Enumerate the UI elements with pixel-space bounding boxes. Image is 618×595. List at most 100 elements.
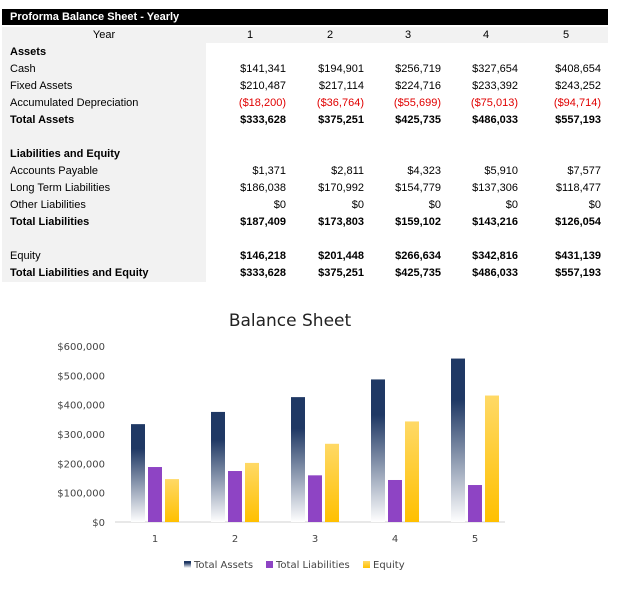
- row-label: Total Assets: [10, 114, 75, 126]
- cell-value: $557,193: [555, 267, 601, 279]
- cell-value: $154,779: [395, 182, 441, 194]
- cell-value: $0: [428, 199, 441, 211]
- label-column-background: [2, 27, 206, 282]
- table-row: Equity $146,218 $201,448 $266,634 $342,816 $4…: [2, 248, 608, 265]
- x-tick-label: 2: [232, 534, 238, 545]
- x-tick-label: 3: [312, 534, 318, 545]
- row-label: Assets: [10, 46, 47, 58]
- y-tick-label: $400,000: [57, 401, 105, 412]
- y-tick-label: $0: [92, 518, 105, 529]
- cell-value: $159,102: [395, 216, 441, 228]
- cell-value: ($36,764): [316, 97, 364, 109]
- cell-value: $186,038: [240, 182, 286, 194]
- cell-value: ($75,013): [470, 97, 518, 109]
- chart-title: Balance Sheet: [229, 311, 352, 331]
- cell-value: $233,392: [472, 80, 518, 92]
- bar-equity: [325, 443, 339, 522]
- cell-value: ($18,200): [238, 97, 286, 109]
- bar-total-liabilities: [308, 475, 322, 522]
- legend-label: Equity: [373, 560, 405, 571]
- cell-value: $256,719: [395, 63, 441, 75]
- bar-total-assets: [211, 411, 225, 522]
- row-label: Liabilities and Equity: [10, 148, 121, 160]
- bar-total-assets: [131, 424, 145, 522]
- year-header: 4: [482, 29, 490, 41]
- bar-equity: [245, 462, 259, 522]
- year-header: 5: [562, 29, 570, 41]
- cell-value: $375,251: [318, 114, 364, 126]
- table-row: Other Liabilities $0 $0 $0 $0 $0: [2, 197, 608, 214]
- cell-value: $143,216: [472, 216, 518, 228]
- cell-value: $0: [273, 199, 286, 211]
- sheet-title: Proforma Balance Sheet - Yearly: [2, 9, 608, 25]
- row-label: Other Liabilities: [10, 199, 86, 211]
- x-tick-label: 4: [392, 534, 398, 545]
- bar-total-liabilities: [228, 471, 242, 522]
- cell-value: $170,992: [318, 182, 364, 194]
- legend-swatch: [184, 561, 191, 568]
- cell-value: $187,409: [240, 216, 286, 228]
- y-tick-label: $300,000: [57, 430, 105, 441]
- cell-value: $201,448: [318, 250, 364, 262]
- cell-value: $327,654: [472, 63, 518, 75]
- table-row: [2, 231, 608, 248]
- table-row: Fixed Assets $210,487 $217,114 $224,716 $233…: [2, 78, 608, 95]
- year-header: 1: [246, 29, 254, 41]
- year-header: 2: [326, 29, 334, 41]
- bar-total-liabilities: [468, 485, 482, 522]
- cell-value: $137,306: [472, 182, 518, 194]
- cell-value: ($94,714): [553, 97, 601, 109]
- bar-equity: [485, 395, 499, 522]
- cell-value: $333,628: [240, 114, 286, 126]
- x-tick-label: 5: [472, 534, 478, 545]
- bar-total-liabilities: [388, 479, 402, 522]
- y-tick-label: $100,000: [57, 489, 105, 500]
- cell-value: $243,252: [555, 80, 601, 92]
- cell-value: $126,054: [555, 216, 601, 228]
- row-label: Total Liabilities and Equity: [10, 267, 149, 279]
- legend-label: Total Assets: [193, 560, 253, 571]
- legend-swatch: [363, 561, 370, 568]
- table-row: Assets: [2, 44, 608, 61]
- cell-value: $141,341: [240, 63, 286, 75]
- row-label: Fixed Assets: [10, 80, 73, 92]
- cell-value: $217,114: [318, 80, 364, 92]
- bar-total-assets: [371, 379, 385, 522]
- cell-value: $4,323: [407, 165, 441, 177]
- cell-value: $425,735: [395, 114, 441, 126]
- table-row: Long Term Liabilities $186,038 $170,992 $15…: [2, 180, 608, 197]
- cell-value: $1,371: [252, 165, 286, 177]
- cell-value: $266,634: [395, 250, 441, 262]
- legend-swatch: [266, 561, 273, 568]
- cell-value: $5,910: [484, 165, 518, 177]
- cell-value: $173,803: [318, 216, 364, 228]
- cell-value: $210,487: [240, 80, 286, 92]
- row-label: Accounts Payable: [10, 165, 99, 177]
- y-tick-label: $600,000: [57, 342, 105, 353]
- cell-value: $2,811: [331, 165, 364, 177]
- table-row: Accumulated Depreciation ($18,200) ($36,76…: [2, 95, 608, 112]
- table-row: Accounts Payable $1,371 $2,811 $4,323 $5,910…: [2, 163, 608, 180]
- table-row: [2, 129, 608, 146]
- row-label: Accumulated Depreciation: [10, 97, 139, 109]
- cell-value: $7,577: [567, 165, 601, 177]
- bar-equity: [405, 421, 419, 522]
- bar-equity: [165, 479, 179, 522]
- cell-value: $224,716: [395, 80, 441, 92]
- year-label: Year: [92, 29, 116, 41]
- row-label: Equity: [10, 250, 41, 262]
- cell-value: $0: [505, 199, 518, 211]
- balance-sheet-chart: Balance Sheet $0 $100,000 $200,000 $300,000…: [57, 311, 505, 571]
- cell-value: ($55,699): [393, 97, 441, 109]
- table-row: Liabilities and Equity: [2, 146, 608, 163]
- bar-total-assets: [451, 358, 465, 522]
- row-label: Long Term Liabilities: [10, 182, 111, 194]
- year-header-row: Year 1 2 3 4 5: [2, 27, 608, 44]
- cell-value: $375,251: [318, 267, 364, 279]
- cell-value: $333,628: [240, 267, 286, 279]
- table-row: Total Assets $333,628 $375,251 $425,735 $486…: [2, 112, 608, 129]
- table-row: Total Liabilities and Equity $333,628 $375…: [2, 265, 608, 282]
- cell-value: $118,477: [555, 182, 601, 194]
- table-row: Cash $141,341 $194,901 $256,719 $327,654 $408…: [2, 61, 608, 78]
- y-tick-label: $200,000: [57, 459, 105, 470]
